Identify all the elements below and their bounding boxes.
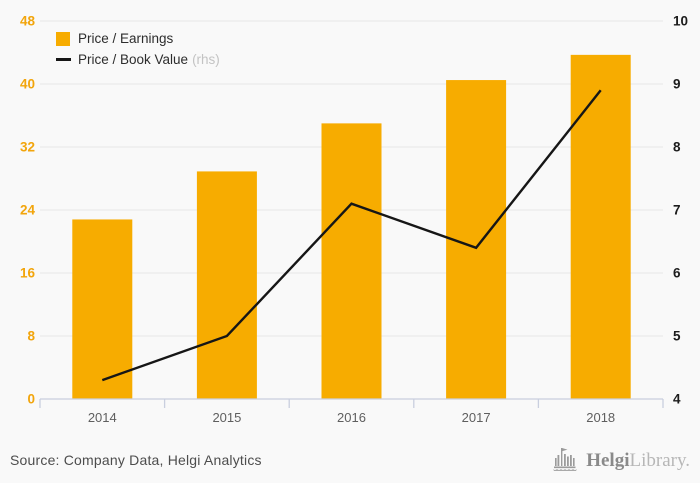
left-axis-label: 0 — [27, 392, 35, 407]
x-axis-label: 2014 — [88, 410, 117, 425]
right-axis-label: 10 — [673, 14, 688, 29]
helgi-logo-icon — [553, 448, 578, 471]
left-axis-label: 32 — [20, 140, 35, 155]
x-axis-label: 2015 — [212, 410, 241, 425]
legend: Price / Earnings Price / Book Value (rhs… — [56, 28, 220, 70]
price-book-value-line — [101, 89, 602, 382]
x-axis-label: 2016 — [337, 410, 366, 425]
brand-library: Library. — [629, 450, 691, 471]
combo-chart: 0 8 16 24 32 40 48 4 5 6 7 8 9 10 2014 2015 2016 2017 2018 — [20, 14, 688, 426]
bar-2016 — [321, 123, 382, 399]
right-axis-label: 4 — [673, 392, 681, 407]
footer: Source: Company Data, Helgi Analytics He… — [0, 443, 700, 477]
x-axis-label: 2017 — [462, 410, 491, 425]
right-axis-label: 5 — [673, 329, 681, 344]
legend-line-swatch-price-book-value — [56, 58, 71, 61]
right-axis-label: 7 — [673, 203, 681, 218]
left-axis-label: 40 — [20, 77, 35, 92]
bar-2014 — [72, 219, 133, 399]
source-note: Source: Company Data, Helgi Analytics — [10, 452, 262, 468]
legend-item-price-book-value: Price / Book Value (rhs) — [56, 49, 220, 70]
legend-label-price-earnings: Price / Earnings — [78, 31, 174, 46]
helgi-library-logo: HelgiLibrary. — [553, 448, 690, 472]
left-axis-label: 8 — [27, 329, 35, 344]
bar-2015 — [196, 171, 257, 399]
brand-text: HelgiLibrary. — [586, 450, 690, 472]
left-axis-label: 48 — [20, 14, 36, 29]
right-axis-label: 8 — [673, 140, 681, 155]
legend-item-price-earnings: Price / Earnings — [56, 28, 220, 49]
bar-2018 — [570, 54, 631, 400]
legend-label-price-book-value: Price / Book Value — [78, 52, 189, 67]
brand-helgi: Helgi — [586, 450, 630, 471]
legend-swatch-price-earnings — [56, 31, 70, 46]
right-axis-label: 9 — [673, 77, 681, 92]
left-axis-label: 24 — [20, 203, 36, 218]
right-axis-label: 6 — [673, 266, 681, 281]
x-axis-label: 2018 — [586, 410, 615, 425]
legend-rhs-note: (rhs) — [192, 52, 220, 67]
left-axis-label: 16 — [20, 266, 36, 281]
